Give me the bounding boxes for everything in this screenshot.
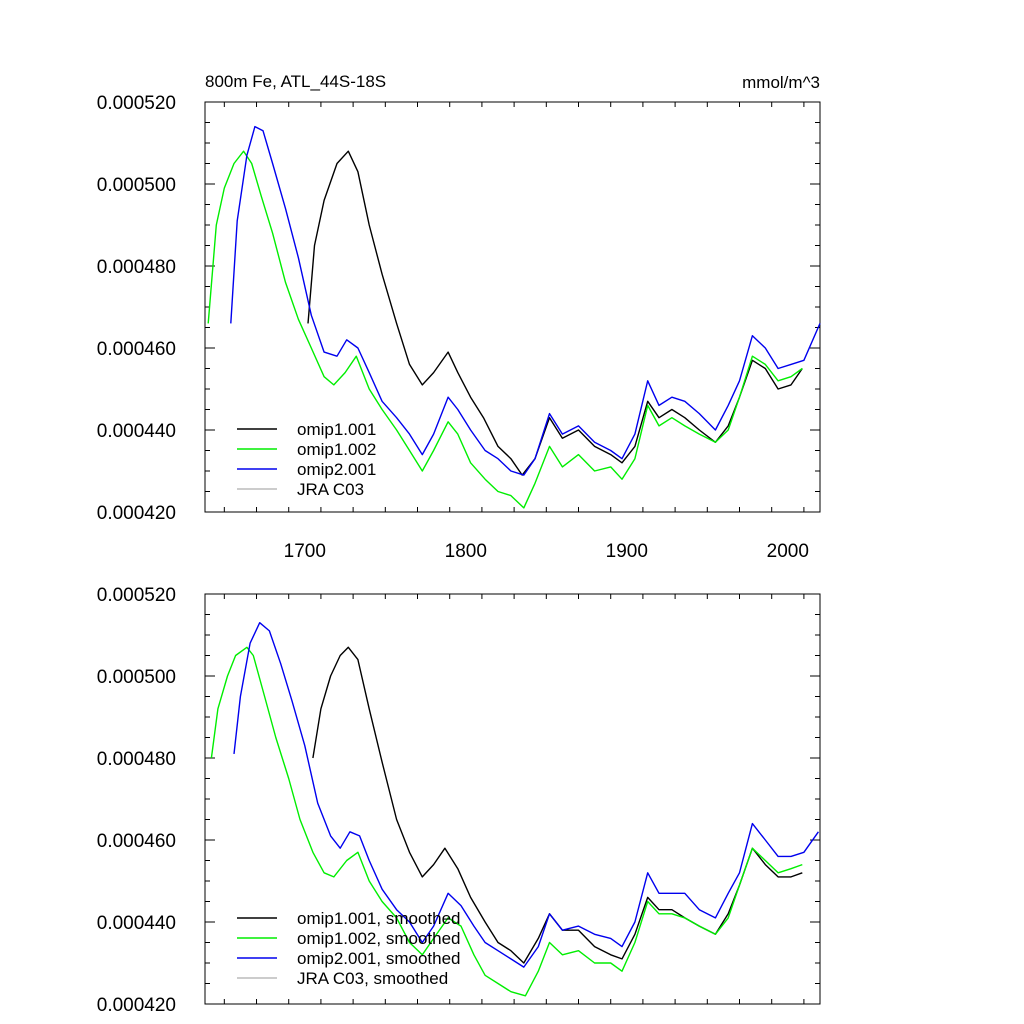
x-tick-label: 1700 [284,541,326,562]
series-line [312,646,803,964]
y-axis-labels: 0.000520 0.000500 0.000480 0.000460 0.000440… [97,93,176,524]
y-tick-label: 0.000420 [97,503,176,524]
series-line [230,125,821,476]
y-tick-label: 0.000460 [97,339,176,360]
legend-label: omip1.001 [297,420,376,439]
series-line [210,646,803,997]
y-tick-label: 0.000500 [97,175,176,196]
legend-label: JRA C03, smoothed [297,969,448,988]
units-label: mmol/m^3 [742,73,820,92]
panel-bottom: 0.000520 0.000500 0.000480 0.000460 0.000440… [97,585,821,1016]
x-tick-label: 2000 [767,541,809,562]
legend-label: omip2.001 [297,460,376,479]
y-tick-label: 0.000440 [97,421,176,442]
legend-label: omip1.001, smoothed [297,909,461,928]
y-tick-label: 0.000520 [97,585,176,606]
data-lines [210,622,819,997]
data-lines [207,125,821,509]
y-tick-label: 0.000500 [97,667,176,688]
x-axis-labels: 1700 1800 1900 2000 [284,541,809,562]
legend-label: JRA C03 [297,480,364,499]
y-tick-label: 0.000440 [97,913,176,934]
series-line [233,622,819,968]
series-line [207,150,803,509]
y-tick-label: 0.000480 [97,749,176,770]
y-tick-label: 0.000520 [97,93,176,114]
x-tick-label: 1900 [606,541,648,562]
panel-top: 800m Fe, ATL_44S-18S mmol/m^3 0.0005200.… [97,72,821,562]
y-tick-label: 0.000460 [97,831,176,852]
legend-label: omip2.001, smoothed [297,949,461,968]
legend-label: omip1.002 [297,440,376,459]
axis-ticks [205,593,820,1005]
y-tick-label: 0.000420 [97,995,176,1016]
chart-title: 800m Fe, ATL_44S-18S [205,72,386,91]
x-tick-label: 1800 [445,541,487,562]
y-axis-labels: 0.000520 0.000500 0.000480 0.000460 0.000440… [97,585,176,1016]
y-tick-label: 0.000480 [97,257,176,278]
series-line [307,150,803,476]
legend-label: omip1.002, smoothed [297,929,461,948]
